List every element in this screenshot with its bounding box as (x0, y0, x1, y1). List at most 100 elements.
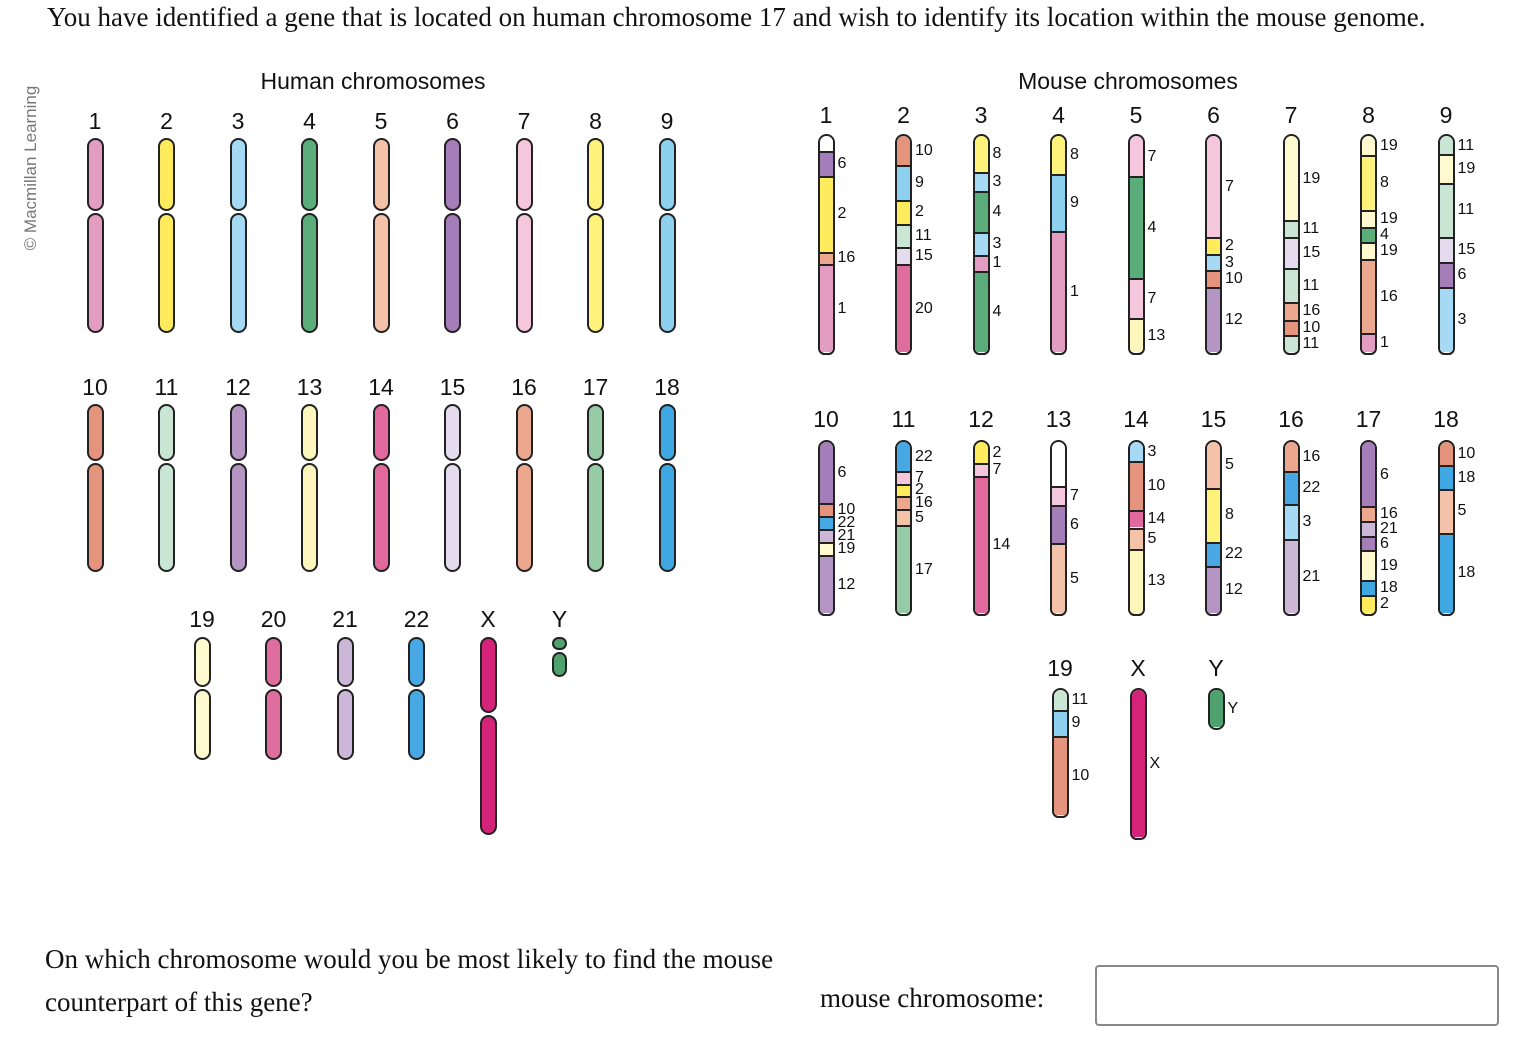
chromosome-segment (1284, 319, 1298, 335)
human-chromosome-label: 19 (189, 606, 215, 632)
human-chromosome-13 (301, 404, 318, 572)
long-arm (86, 213, 104, 333)
segment-origin-label: 19 (1457, 159, 1476, 177)
segment-origin-label: 10 (1302, 318, 1321, 336)
chromosome-segment (974, 171, 988, 192)
segment-origin-label: 14 (1147, 510, 1166, 528)
chromosome-segment (897, 223, 910, 247)
long-arm (229, 463, 247, 572)
mouse-chromosome-label: 13 (1045, 406, 1072, 432)
long-arm (658, 463, 676, 572)
chromosome-segment (1284, 220, 1298, 238)
mouse-chromosome-4 (1050, 134, 1067, 355)
mouse-chromosome-11 (895, 440, 912, 616)
human-chromosome-label: 7 (517, 108, 531, 134)
chromosome-segment (819, 542, 833, 556)
chromosome-segment (819, 442, 833, 503)
chromosome-segment (974, 442, 988, 463)
mouse-chromosome-label: 9 (1439, 102, 1453, 128)
long-arm (479, 715, 497, 835)
mouse-chromosome-10 (817, 440, 835, 616)
mouse-chromosome-18 (1437, 440, 1455, 616)
chromosome-segment (1129, 318, 1143, 352)
chromosome-segment (1439, 287, 1453, 352)
chromosome-segment (1129, 527, 1143, 549)
chromosome-segment (819, 176, 833, 252)
human-chromosome-4 (301, 138, 318, 333)
segment-origin-label: 4 (1147, 218, 1157, 236)
segment-origin-label: 20 (915, 299, 933, 317)
chromosome-segment (1439, 154, 1453, 183)
chromosome-segment (1129, 136, 1143, 177)
short-arm (587, 404, 604, 461)
chromosome-segment (897, 483, 910, 497)
human-chromosome-label: 22 (403, 606, 430, 632)
human-chromosome-7 (515, 138, 533, 333)
segment-origin-label: 7 (1225, 178, 1234, 196)
mouse-chromosome-label: Y (1208, 655, 1224, 681)
segment-origin-label: 8 (1380, 174, 1389, 192)
chromosome-segment (1362, 154, 1375, 211)
chromosome-segment (1207, 565, 1220, 613)
short-arm (444, 404, 461, 461)
long-arm (408, 689, 425, 760)
segment-origin-label: 1 (1380, 334, 1389, 352)
mouse-chromosome-6 (1205, 134, 1222, 355)
chromosome-segment (1439, 262, 1453, 288)
chromosome-segment (1207, 442, 1220, 488)
chromosome-segment (1129, 176, 1143, 278)
segment-origin-label: 7 (992, 460, 1002, 478)
segment-origin-label: 3 (992, 172, 1002, 190)
short-arm (372, 138, 390, 211)
segment-origin-label: 15 (915, 247, 933, 265)
human-chromosome-21 (336, 637, 354, 760)
human-chromosome-label: 20 (260, 606, 287, 632)
chromosome-segment (897, 496, 910, 510)
question-text: You have identified a gene that is locat… (47, 2, 1426, 32)
human-chromosome-label: 8 (589, 108, 602, 134)
mouse-chromosome-Y (1207, 688, 1225, 730)
segment-origin-label: 7 (915, 468, 924, 486)
human-chromosome-label: 1 (88, 108, 102, 134)
long-arm (372, 213, 390, 333)
chromosome-segment (1209, 690, 1223, 727)
segment-origin-label: 22 (915, 447, 933, 465)
segment-origin-label: 11 (915, 226, 932, 244)
chromosome-segment (1207, 286, 1220, 352)
segment-origin-label: 10 (1225, 269, 1243, 287)
mouse-chromosome-9 (1437, 134, 1455, 355)
chromosome-segment (1362, 535, 1375, 551)
chromosome-segment (974, 270, 988, 352)
segment-origin-label: 8 (1225, 506, 1234, 524)
short-arm (301, 404, 318, 461)
segment-origin-label: 16 (837, 249, 856, 267)
segment-origin-label: 11 (1457, 136, 1475, 154)
mouse-chromosome-answer-input[interactable] (1095, 965, 1499, 1026)
segment-origin-label: 10 (837, 500, 856, 518)
segment-origin-label: 4 (992, 203, 1002, 221)
long-arm (193, 689, 211, 760)
segment-origin-label: 10 (1071, 767, 1090, 785)
human-chromosome-label: 10 (82, 374, 108, 400)
chromosome-segment (974, 191, 988, 232)
chromosome-segment (1284, 442, 1298, 472)
mouse-chromosome-label: 14 (1123, 406, 1149, 432)
segment-origin-label: 2 (1225, 237, 1234, 255)
segment-origin-label: 1 (837, 299, 847, 317)
segment-origin-label: 11 (1302, 334, 1320, 352)
human-chromosome-label: 4 (303, 108, 316, 134)
human-chromosome-label: 5 (374, 108, 388, 134)
mouse-chromosome-label: 7 (1284, 102, 1298, 128)
mouse-chromosome-label: 18 (1433, 406, 1459, 432)
chromosome-segment (1129, 277, 1143, 319)
human-chromosome-14 (372, 404, 390, 572)
segment-origin-label: 19 (1380, 136, 1398, 154)
mouse-chromosome-label: 16 (1278, 406, 1304, 432)
prompt-text: On which chromosome would you be most li… (45, 944, 774, 1017)
human-chromosome-3 (229, 138, 247, 333)
chromosome-segment (819, 555, 833, 613)
human-chromosome-label: 3 (231, 108, 245, 134)
segment-origin-label: 10 (1147, 476, 1166, 494)
long-arm (587, 213, 604, 333)
chromosome-segment (974, 231, 988, 255)
